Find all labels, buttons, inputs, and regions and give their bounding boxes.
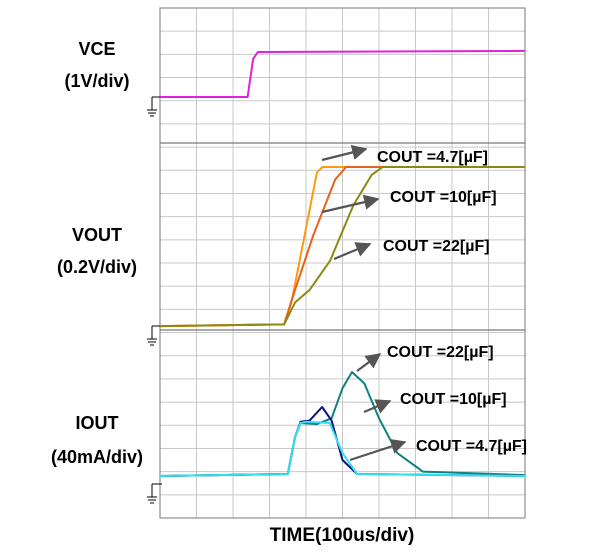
panel-label: (40mA/div): [51, 447, 143, 467]
annotation-arrow: [333, 242, 372, 261]
x-axis-label: TIME(100us/div): [270, 525, 415, 546]
annotation-arrow: [363, 399, 392, 414]
annotation-label: COUT =10[µF]: [390, 189, 497, 206]
annotation-label: COUT =4.7[µF]: [416, 438, 527, 455]
plot-frame: [159, 7, 526, 519]
ground-markers: [147, 96, 162, 504]
annotation-arrow: [321, 144, 368, 162]
annotation-arrow: [321, 194, 380, 214]
annotation-arrow: [349, 438, 407, 462]
traces: [159, 49, 526, 477]
annotation-arrow: [356, 353, 382, 372]
trace: [159, 420, 526, 477]
panel-label: (0.2V/div): [57, 257, 137, 277]
annotation-label: COUT =22[µF]: [383, 238, 490, 255]
panel-label: VCE: [78, 39, 115, 59]
trace: [160, 49, 526, 98]
panel-label: IOUT: [76, 413, 119, 433]
trace: [159, 166, 525, 328]
annotation-label: COUT =4.7[µF]: [377, 149, 488, 166]
panel-label: (1V/div): [64, 71, 129, 91]
panel-label: VOUT: [72, 225, 122, 245]
annotations: COUT =4.7[µF] COUT =10[µF] COUT =22[µF] COU…: [321, 144, 527, 462]
annotation-label: COUT =22[µF]: [387, 344, 494, 361]
annotation-label: COUT =10[µF]: [400, 391, 507, 408]
